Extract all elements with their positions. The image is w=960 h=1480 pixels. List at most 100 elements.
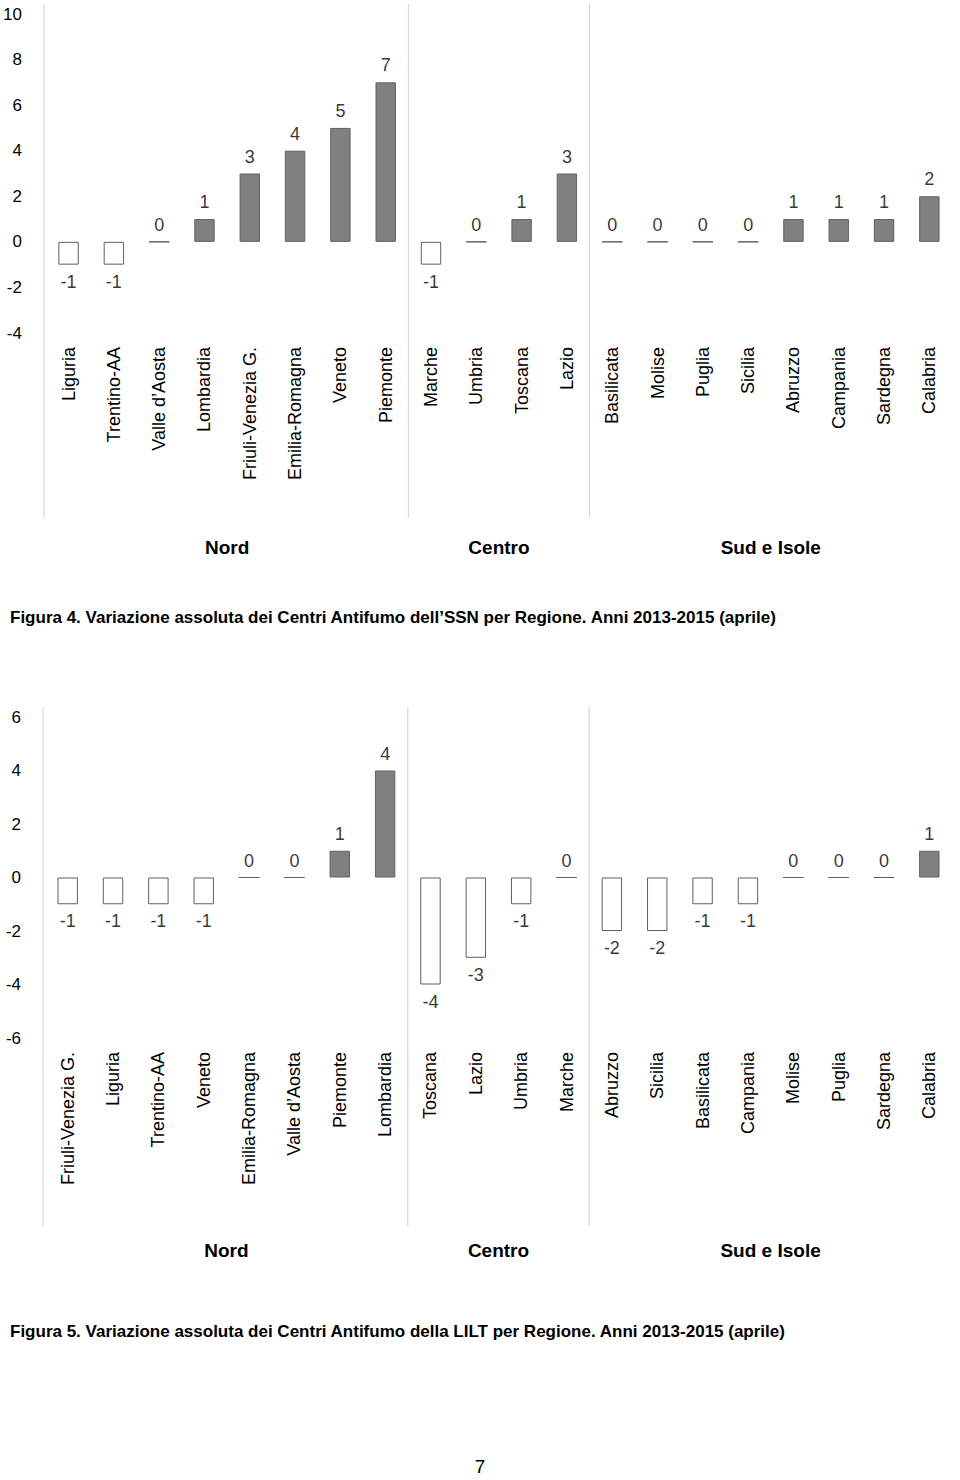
svg-text:2: 2 — [924, 169, 934, 189]
svg-text:Calabria: Calabria — [919, 346, 939, 414]
svg-text:Marche: Marche — [557, 1052, 577, 1112]
svg-text:Campania: Campania — [829, 346, 849, 429]
svg-text:Lazio: Lazio — [466, 1052, 486, 1095]
svg-text:Abruzzo: Abruzzo — [783, 347, 803, 413]
svg-text:Piemonte: Piemonte — [376, 347, 396, 423]
svg-text:2: 2 — [12, 815, 21, 834]
svg-text:1: 1 — [879, 192, 889, 212]
svg-text:Friuli-Venezia G.: Friuli-Venezia G. — [240, 347, 260, 480]
svg-text:0: 0 — [244, 851, 254, 871]
svg-text:0: 0 — [879, 851, 889, 871]
svg-text:-1: -1 — [106, 272, 122, 292]
svg-text:Lazio: Lazio — [557, 347, 577, 390]
svg-text:Emilia-Romagna: Emilia-Romagna — [285, 346, 305, 480]
svg-text:0: 0 — [12, 868, 21, 887]
svg-text:4: 4 — [380, 744, 390, 764]
svg-text:Nord: Nord — [205, 537, 249, 558]
svg-text:0: 0 — [788, 851, 798, 871]
svg-text:Nord: Nord — [204, 1240, 248, 1261]
svg-text:Umbria: Umbria — [466, 346, 486, 405]
svg-text:Puglia: Puglia — [829, 1051, 849, 1102]
svg-text:-2: -2 — [604, 938, 620, 958]
svg-text:-2: -2 — [6, 922, 21, 941]
svg-text:Toscana: Toscana — [512, 346, 532, 414]
svg-text:-1: -1 — [740, 911, 756, 931]
svg-text:Trentino-AA: Trentino-AA — [148, 1052, 168, 1147]
svg-text:Basilicata: Basilicata — [693, 1051, 713, 1129]
svg-text:Valle d’Aosta: Valle d’Aosta — [284, 1051, 304, 1156]
svg-text:1: 1 — [517, 192, 527, 212]
svg-text:Marche: Marche — [421, 347, 441, 407]
svg-text:4: 4 — [12, 141, 21, 160]
svg-text:Sicilia: Sicilia — [738, 346, 758, 394]
svg-text:3: 3 — [245, 147, 255, 167]
svg-text:Puglia: Puglia — [693, 346, 713, 397]
svg-text:6: 6 — [12, 708, 21, 727]
svg-text:0: 0 — [154, 215, 164, 235]
svg-text:Lombardia: Lombardia — [375, 1051, 395, 1137]
svg-text:1: 1 — [199, 192, 209, 212]
svg-text:Molise: Molise — [648, 347, 668, 399]
svg-text:0: 0 — [607, 215, 617, 235]
svg-text:Friuli-Venezia G.: Friuli-Venezia G. — [58, 1052, 78, 1185]
svg-text:-2: -2 — [7, 278, 22, 297]
svg-text:-1: -1 — [423, 272, 439, 292]
svg-text:4: 4 — [290, 124, 300, 144]
svg-text:Toscana: Toscana — [420, 1051, 440, 1119]
svg-text:Liguria: Liguria — [59, 346, 79, 401]
svg-text:1: 1 — [834, 192, 844, 212]
svg-text:Veneto: Veneto — [330, 347, 350, 403]
svg-text:5: 5 — [335, 101, 345, 121]
svg-text:-6: -6 — [6, 1029, 21, 1048]
svg-text:-2: -2 — [649, 938, 665, 958]
svg-text:Molise: Molise — [783, 1052, 803, 1104]
svg-text:0: 0 — [562, 851, 572, 871]
svg-text:Liguria: Liguria — [103, 1051, 123, 1106]
svg-text:10: 10 — [3, 5, 22, 24]
svg-text:Emilia-Romagna: Emilia-Romagna — [239, 1051, 259, 1185]
svg-text:7: 7 — [381, 55, 391, 75]
svg-text:1: 1 — [788, 192, 798, 212]
svg-text:Centro: Centro — [468, 537, 529, 558]
svg-text:Basilicata: Basilicata — [602, 346, 622, 424]
svg-text:Piemonte: Piemonte — [330, 1052, 350, 1128]
svg-text:Sud e Isole: Sud e Isole — [720, 1240, 820, 1261]
svg-text:-1: -1 — [150, 911, 166, 931]
svg-text:2: 2 — [12, 187, 21, 206]
svg-text:Umbria: Umbria — [511, 1051, 531, 1110]
svg-text:0: 0 — [653, 215, 663, 235]
svg-text:8: 8 — [12, 50, 21, 69]
svg-text:-1: -1 — [695, 911, 711, 931]
svg-text:Sardegna: Sardegna — [874, 1051, 894, 1130]
svg-text:0: 0 — [743, 215, 753, 235]
svg-text:Sicilia: Sicilia — [647, 1051, 667, 1099]
svg-text:Calabria: Calabria — [919, 1051, 939, 1119]
svg-text:0: 0 — [471, 215, 481, 235]
svg-text:Campania: Campania — [738, 1051, 758, 1134]
svg-text:Sud e Isole: Sud e Isole — [721, 537, 821, 558]
svg-text:6: 6 — [12, 96, 21, 115]
svg-text:Lombardia: Lombardia — [194, 346, 214, 432]
svg-text:-1: -1 — [60, 911, 76, 931]
svg-text:4: 4 — [12, 761, 21, 780]
svg-text:Sardegna: Sardegna — [874, 346, 894, 425]
svg-text:Centro: Centro — [468, 1240, 529, 1261]
svg-text:0: 0 — [698, 215, 708, 235]
svg-text:Abruzzo: Abruzzo — [602, 1052, 622, 1118]
svg-text:-3: -3 — [468, 965, 484, 985]
svg-text:-4: -4 — [7, 324, 22, 343]
svg-text:0: 0 — [834, 851, 844, 871]
svg-text:0: 0 — [12, 232, 21, 251]
svg-text:3: 3 — [562, 147, 572, 167]
svg-text:Valle d’Aosta: Valle d’Aosta — [149, 346, 169, 451]
svg-text:0: 0 — [289, 851, 299, 871]
svg-text:-4: -4 — [6, 975, 21, 994]
svg-text:-4: -4 — [422, 992, 438, 1012]
svg-text:-1: -1 — [105, 911, 121, 931]
svg-text:-1: -1 — [61, 272, 77, 292]
svg-text:Trentino-AA: Trentino-AA — [104, 347, 124, 442]
svg-text:-1: -1 — [196, 911, 212, 931]
svg-text:Veneto: Veneto — [194, 1052, 214, 1108]
svg-text:1: 1 — [924, 824, 934, 844]
svg-text:-1: -1 — [513, 911, 529, 931]
